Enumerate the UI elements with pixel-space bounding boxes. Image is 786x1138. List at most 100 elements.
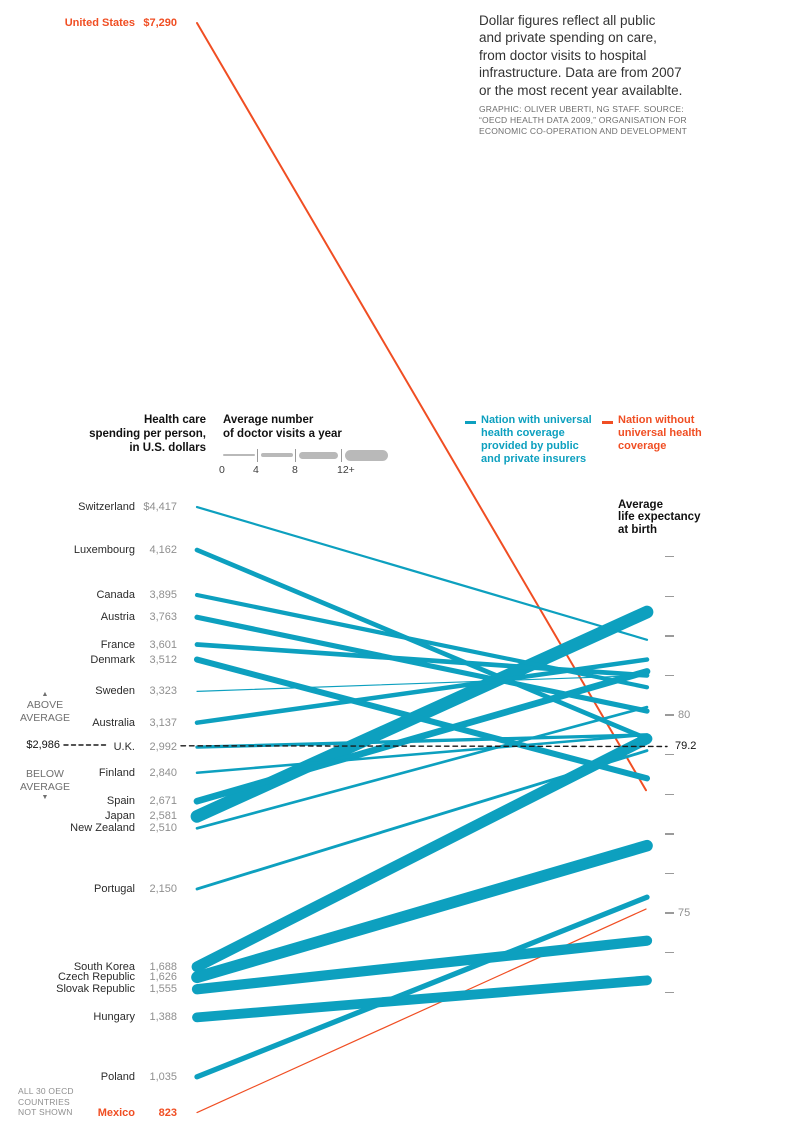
country-line-mexico	[196, 908, 647, 1114]
text-line: ABOVE	[26, 699, 64, 711]
down-triangle-icon: ▼	[41, 794, 49, 801]
country-spending-value: 4,162	[149, 544, 177, 556]
country-row-mexico: Mexico 823	[0, 1106, 177, 1120]
text-line: health coverage	[481, 427, 565, 439]
country-name: Finland	[98, 766, 135, 779]
text-line: or the most recent year availablte.	[479, 82, 683, 98]
visits-scale-segment-0	[223, 454, 255, 456]
country-line-poland	[194, 894, 650, 1080]
visits-scale-segment-1	[261, 453, 293, 457]
visits-scale-label-8: 8	[292, 464, 298, 476]
text-line: Nation without	[618, 414, 695, 426]
country-spending-value: 2,510	[149, 822, 177, 835]
visits-scale-label-12+: 12+	[337, 464, 355, 476]
country-row-u-k-: U.K. 2,992	[0, 740, 177, 754]
text-line: “OECD HEALTH DATA 2009,” ORGANISATION FO…	[479, 115, 687, 125]
country-spending-value: 1,388	[149, 1011, 177, 1024]
country-spending-value: 823	[158, 1106, 177, 1119]
country-row-denmark: Denmark 3,512	[0, 653, 177, 667]
country-row-czech-republic: Czech Republic 1,626	[0, 970, 177, 984]
text-line: at birth	[618, 523, 657, 536]
country-spending-value: 3,601	[149, 638, 177, 651]
country-spending-value: 2,581	[149, 810, 177, 823]
above-average-annotation: ▲ ABOVE AVERAGE	[9, 690, 81, 724]
country-name: Japan	[105, 810, 135, 823]
visits-scale-segment-2	[299, 451, 338, 459]
universal-coverage-line-swatch	[465, 421, 476, 424]
axis-tick-label-75: 75	[678, 906, 691, 919]
country-line-sweden	[196, 674, 648, 692]
country-spending-value: 2,150	[149, 883, 177, 895]
country-spending-value: 3,763	[149, 611, 177, 624]
text-line: Average number	[223, 414, 314, 426]
country-spending-value: 2,671	[149, 795, 177, 808]
text-line: and private spending on care,	[479, 30, 657, 46]
country-name: U.K.	[113, 741, 135, 754]
text-line: and private insurers	[481, 453, 587, 465]
country-row-finland: Finland 2,840	[0, 766, 177, 780]
country-line-czech-republic	[191, 839, 653, 984]
text-line: COUNTRIES	[18, 1096, 70, 1107]
country-spending-value: 2,840	[149, 766, 177, 779]
country-row-france: France 3,601	[0, 638, 177, 652]
axis-tick-79	[665, 753, 674, 756]
country-row-australia: Australia 3,137	[0, 716, 177, 730]
axis-tick-76	[665, 872, 674, 875]
axis-tick-84	[665, 555, 674, 558]
description-text: Dollar figures reflect all public and pri…	[479, 12, 682, 99]
country-name: Portugal	[94, 883, 135, 895]
text-line: ALL 30 OECD	[18, 1086, 74, 1096]
axis-tick-74	[665, 951, 674, 954]
axis-tick-82	[665, 635, 674, 637]
country-spending-value: 3,323	[149, 685, 177, 698]
axis-tick-label-80: 80	[678, 708, 691, 721]
axis-tick-78	[665, 793, 674, 795]
country-row-united-states: United States $7,290	[0, 16, 177, 30]
axis-tick-81	[665, 674, 674, 677]
text-line: ECONOMIC CO-OPERATION AND DEVELOPMENT	[479, 126, 687, 136]
average-spending-label: $2,986	[26, 739, 60, 751]
country-name: Sweden	[95, 685, 135, 698]
life-expectancy-axis-header: Average life expectancy at birth	[618, 499, 700, 536]
country-line-denmark	[193, 656, 651, 782]
country-name: Australia	[92, 716, 135, 729]
country-spending-value: 1,035	[149, 1070, 177, 1083]
country-spending-value: 3,512	[149, 653, 177, 666]
country-line-finland	[195, 733, 649, 775]
country-name: Mexico	[97, 1106, 135, 1119]
country-row-canada: Canada 3,895	[0, 588, 177, 602]
country-name: Poland	[100, 1070, 135, 1083]
universal-coverage-legend: Nation with universal health coverage prov…	[481, 414, 592, 466]
country-row-south-korea: South Korea 1,688	[0, 960, 177, 974]
country-line-canada	[194, 592, 650, 690]
country-row-slovak-republic: Slovak Republic 1,555	[0, 982, 177, 996]
country-line-hungary	[192, 975, 652, 1023]
country-row-portugal: Portugal 2,150	[0, 882, 177, 896]
country-name: Spain	[106, 795, 135, 808]
country-row-sweden: Sweden 3,323	[0, 684, 177, 698]
text-line: Average	[618, 499, 663, 511]
country-row-japan: Japan 2,581	[0, 809, 177, 823]
country-line-u-k-	[195, 733, 649, 749]
axis-tick-75	[665, 912, 674, 914]
text-line: life expectancy	[618, 511, 701, 524]
up-triangle-icon: ▲	[41, 691, 49, 698]
text-line: Nation with universal	[481, 414, 592, 426]
country-row-luxembourg: Luxembourg 4,162	[0, 543, 177, 557]
source-credit: GRAPHIC: OLIVER UBERTI, NG STAFF. SOURCE…	[479, 104, 687, 137]
spending-column-header: Health care spending per person, in U.S. d…	[0, 413, 206, 455]
text-line: from doctor visits to hospital	[479, 47, 647, 63]
country-spending-value: $7,290	[143, 17, 177, 29]
country-name: Canada	[96, 589, 135, 601]
country-name: Slovak Republic	[56, 983, 135, 996]
country-row-spain: Spain 2,671	[0, 794, 177, 808]
axis-tick-73	[665, 991, 674, 993]
text-line: Dollar figures reflect all public	[479, 13, 656, 28]
country-spending-value: 3,895	[149, 589, 177, 601]
average-life-expectancy-label: 79.2	[675, 740, 697, 752]
country-row-poland: Poland 1,035	[0, 1070, 177, 1084]
axis-tick-80	[665, 714, 674, 716]
country-name: United States	[64, 17, 135, 29]
